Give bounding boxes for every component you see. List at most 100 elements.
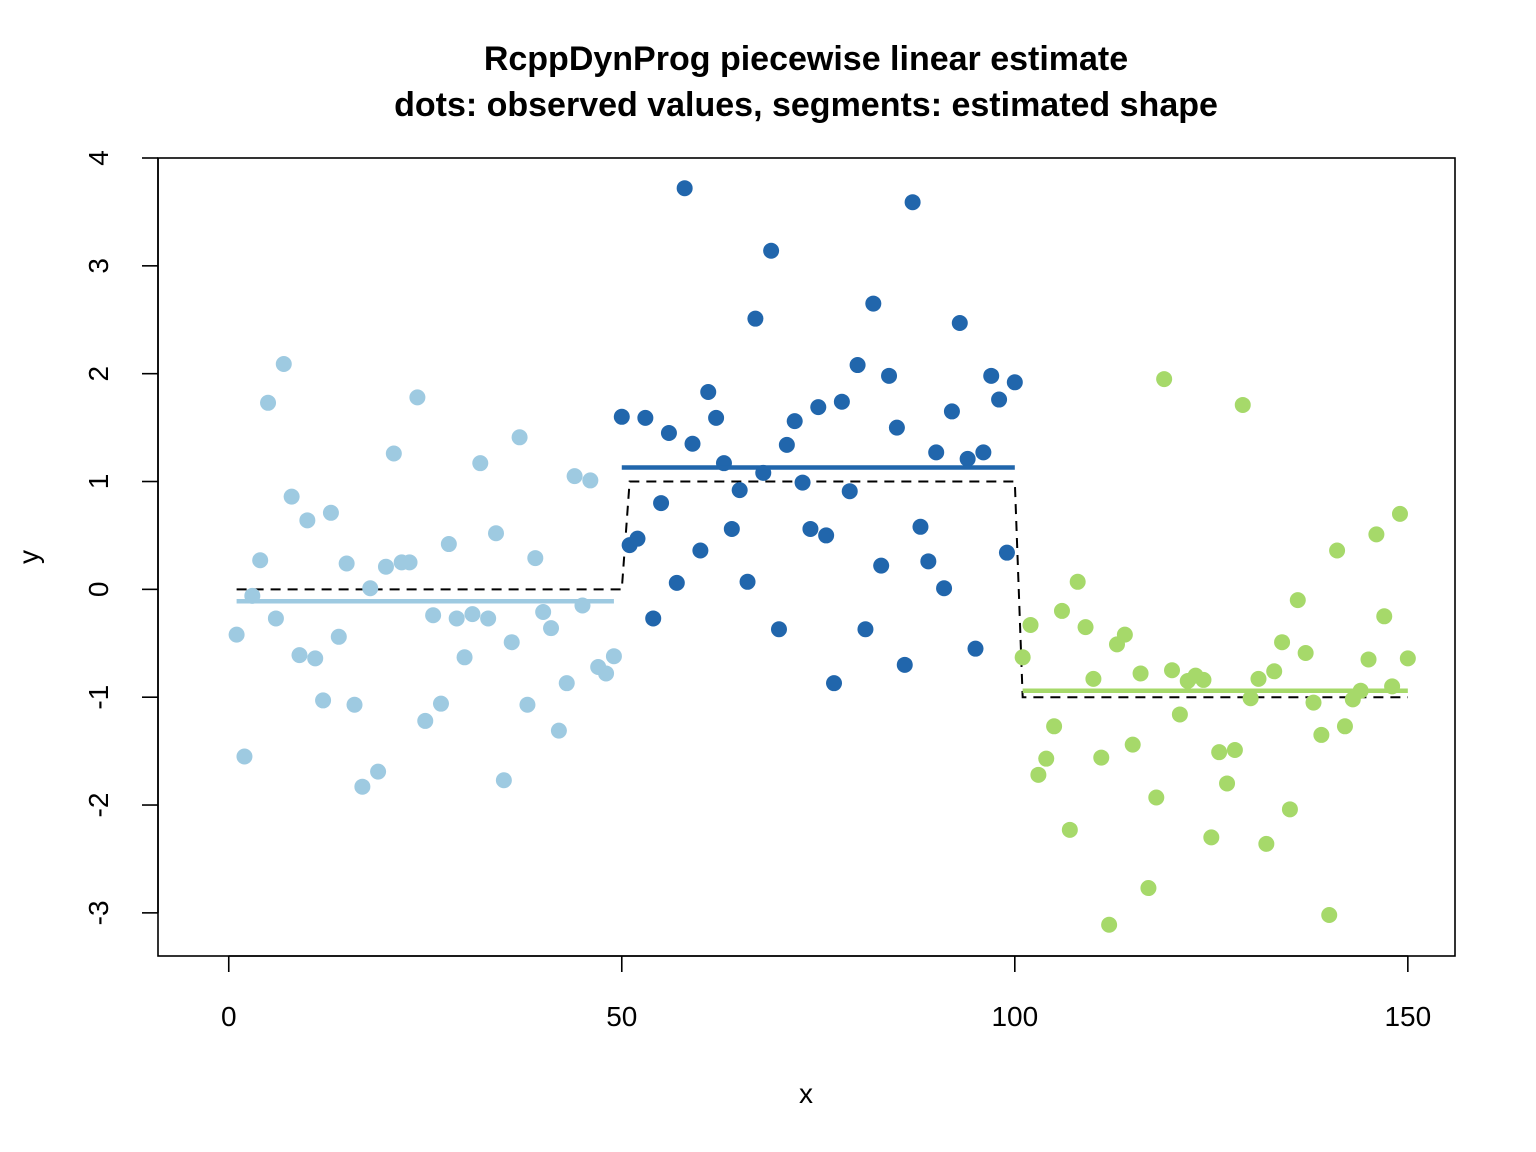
data-point-series-2 [865, 295, 882, 312]
data-point-series-1 [236, 748, 253, 765]
y-axis: -3 -2 -1 0 1 2 3 4 [83, 150, 159, 925]
data-point-series-2 [723, 520, 740, 537]
x-axis-label: x [799, 1078, 813, 1109]
y-tick-label: 4 [83, 150, 114, 166]
data-point-series-3 [1211, 744, 1228, 761]
data-point-series-2 [826, 675, 843, 692]
data-point-series-2 [653, 495, 670, 512]
data-point-series-2 [810, 399, 827, 416]
data-point-series-3 [1046, 718, 1063, 735]
data-point-series-2 [873, 557, 890, 574]
data-point-series-3 [1305, 694, 1322, 711]
data-point-series-1 [267, 610, 284, 627]
data-point-series-1 [315, 692, 332, 709]
data-point-series-1 [362, 580, 379, 597]
data-point-series-3 [1038, 750, 1055, 767]
data-point-series-3 [1289, 592, 1306, 609]
data-point-series-2 [1006, 374, 1023, 391]
data-point-series-1 [472, 455, 489, 472]
data-point-series-2 [645, 610, 662, 627]
data-point-series-2 [857, 621, 874, 638]
data-point-series-3 [1093, 749, 1110, 766]
data-point-series-2 [943, 403, 960, 420]
estimated-segments [236, 465, 1408, 693]
data-point-series-1 [456, 649, 473, 666]
data-point-series-2 [912, 518, 929, 535]
data-point-series-3 [1116, 626, 1133, 643]
data-point-series-2 [739, 573, 756, 590]
data-point-series-3 [1313, 726, 1330, 743]
data-point-series-3 [1281, 801, 1298, 818]
data-point-series-1 [566, 468, 583, 485]
data-point-series-3 [1069, 573, 1086, 590]
data-point-series-2 [613, 408, 630, 425]
data-point-series-1 [291, 647, 308, 664]
data-point-series-3 [1219, 775, 1236, 792]
data-point-series-2 [967, 640, 984, 657]
data-point-series-1 [322, 504, 339, 521]
data-point-series-2 [920, 553, 937, 570]
data-point-series-2 [991, 391, 1008, 408]
data-point-series-1 [598, 665, 615, 682]
data-point-series-1 [440, 536, 457, 553]
data-point-series-1 [377, 558, 394, 575]
data-point-series-1 [228, 626, 245, 643]
data-point-series-2 [676, 180, 693, 197]
data-point-series-2 [983, 367, 1000, 384]
data-point-series-2 [904, 194, 921, 211]
data-point-series-1 [464, 606, 481, 623]
data-point-series-3 [1124, 736, 1141, 753]
true-shape-line [236, 480, 1408, 699]
data-point-series-2 [841, 483, 858, 500]
data-point-series-3 [1321, 907, 1338, 924]
data-point-series-1 [495, 772, 512, 789]
x-tick-label: 150 [1384, 1001, 1431, 1032]
data-point-series-1 [330, 628, 347, 645]
data-point-series-3 [1030, 766, 1047, 783]
data-point-series-1 [409, 389, 426, 406]
data-point-series-2 [763, 242, 780, 259]
data-point-series-1 [370, 763, 387, 780]
x-tick-label: 50 [606, 1001, 637, 1032]
data-point-series-1 [527, 550, 544, 567]
data-point-series-3 [1368, 526, 1385, 543]
data-point-series-3 [1258, 835, 1275, 852]
data-point-series-1 [519, 696, 536, 713]
y-tick-label: -1 [83, 685, 114, 710]
chart-title: RcppDynProg piecewise linear estimate [484, 40, 1128, 78]
data-point-series-3 [1297, 644, 1314, 661]
data-point-series-1 [425, 607, 442, 624]
data-point-series-1 [354, 778, 371, 795]
data-point-series-3 [1156, 371, 1173, 388]
data-point-series-2 [747, 310, 764, 327]
data-point-series-1 [417, 712, 434, 729]
data-point-series-1 [448, 610, 465, 627]
data-point-series-2 [668, 574, 685, 591]
data-point-series-1 [511, 429, 528, 446]
data-point-series-3 [1022, 616, 1039, 633]
data-point-series-2 [629, 530, 646, 547]
data-point-series-3 [1329, 542, 1346, 559]
data-point-series-2 [896, 656, 913, 673]
data-point-series-3 [1376, 608, 1393, 625]
data-point-series-2 [849, 357, 866, 374]
data-point-series-2 [818, 527, 835, 544]
data-point-series-2 [802, 520, 819, 537]
data-point-series-1 [605, 648, 622, 665]
data-point-series-3 [1148, 789, 1165, 806]
data-point-series-3 [1014, 649, 1031, 666]
data-point-series-2 [731, 482, 748, 499]
data-point-series-1 [535, 603, 552, 620]
data-point-series-3 [1203, 829, 1220, 846]
data-point-series-3 [1053, 602, 1070, 619]
data-point-series-1 [307, 650, 324, 667]
data-point-series-1 [503, 634, 520, 651]
data-point-series-2 [975, 444, 992, 461]
y-tick-label: 1 [83, 474, 114, 490]
data-point-series-3 [1164, 662, 1181, 679]
data-point-series-2 [660, 424, 677, 441]
data-point-series-2 [700, 384, 717, 401]
data-point-series-2 [794, 474, 811, 491]
data-point-series-1 [283, 488, 300, 505]
